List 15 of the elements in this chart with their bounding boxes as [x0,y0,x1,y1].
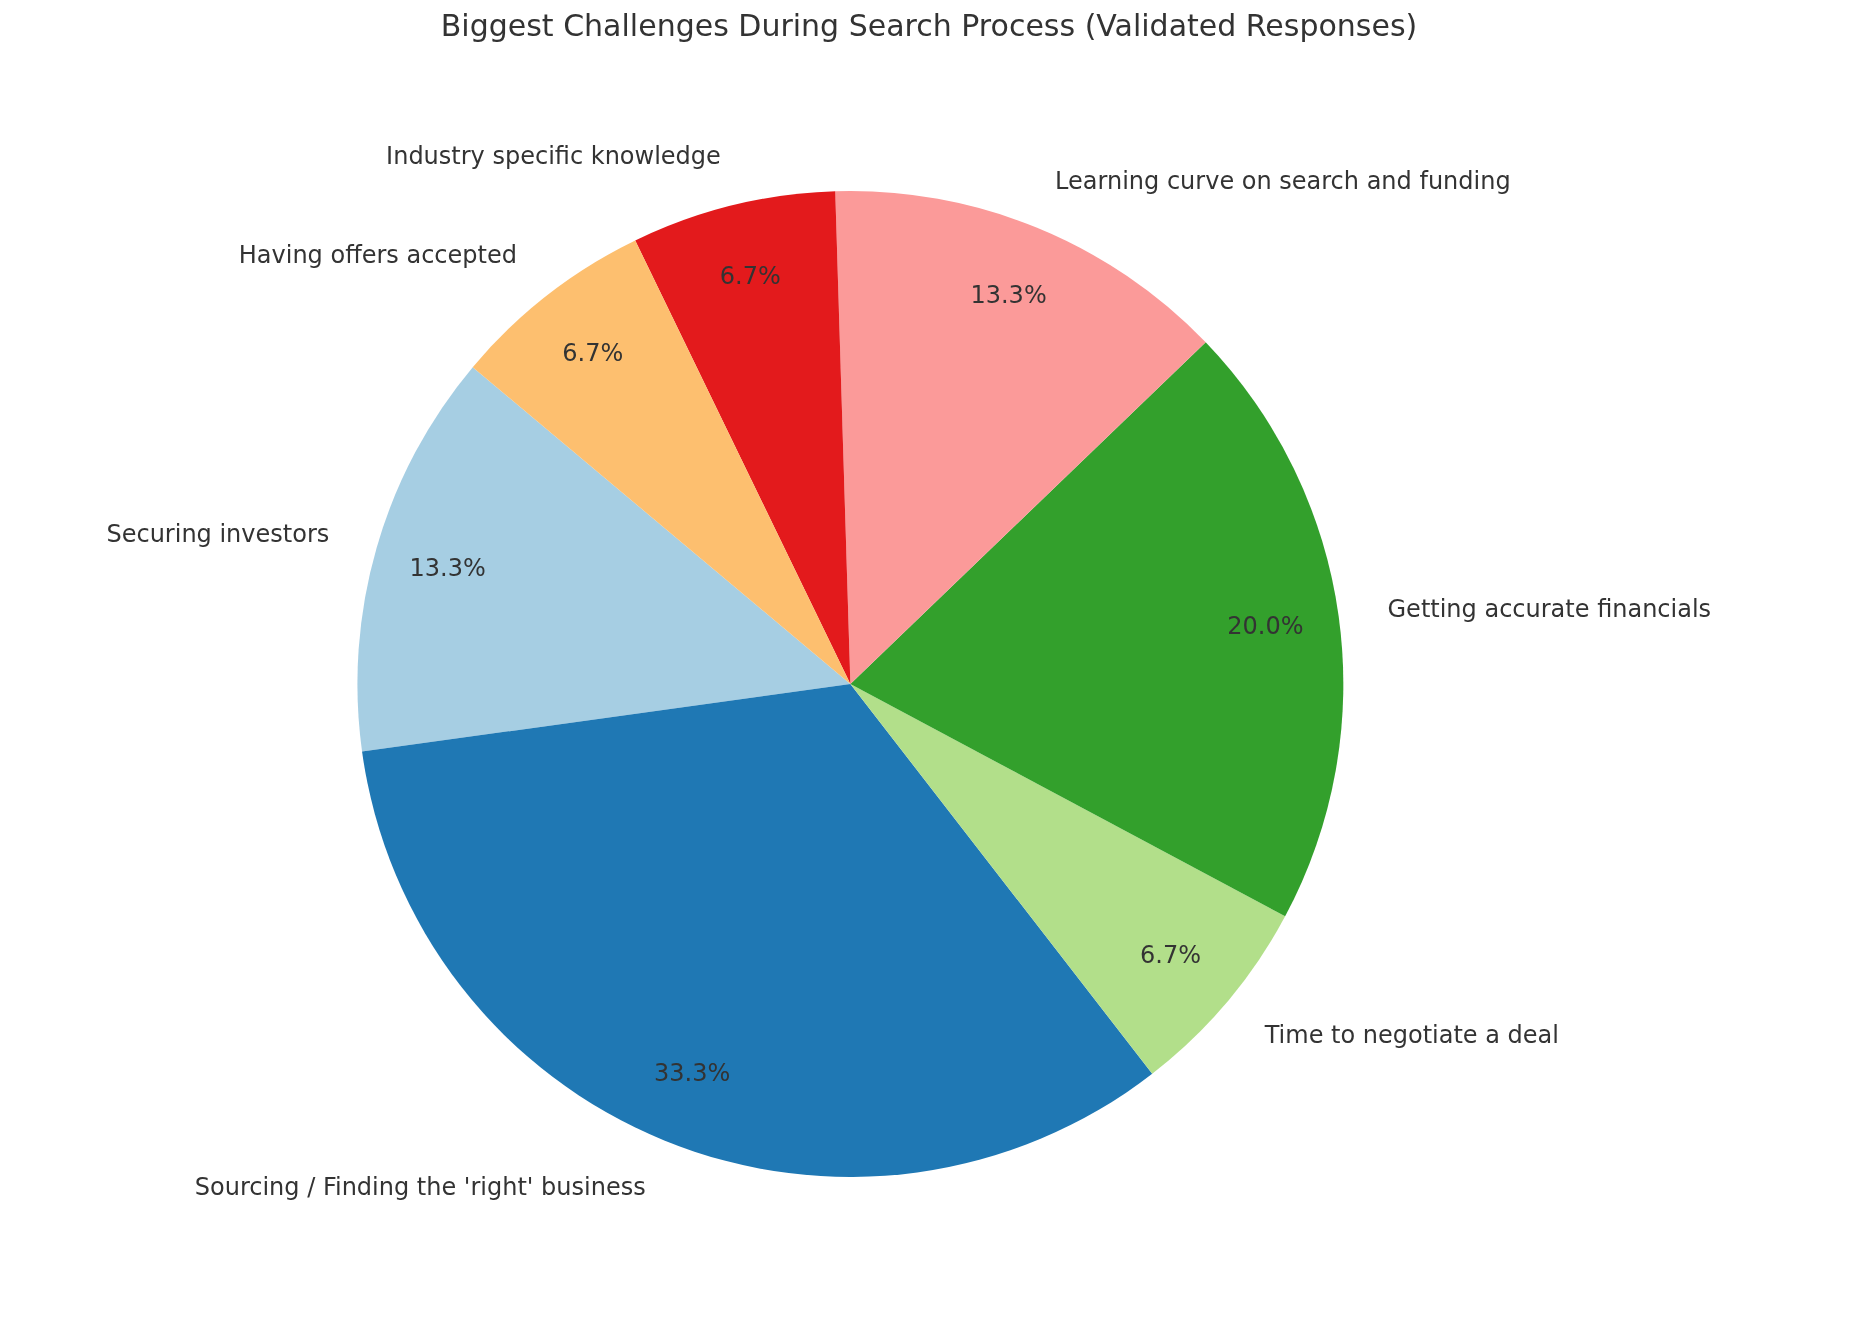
data-label: 6.7% [719,262,781,291]
slice-label: Securing investors [106,519,330,548]
data-label: 33.3% [654,1058,731,1087]
data-label: 6.7% [1140,941,1202,970]
data-label: 13.3% [970,281,1047,310]
slice-label: Having offers accepted [238,241,517,270]
slice-label: Learning curve on search and funding [1055,166,1511,195]
data-label: 20.0% [1227,612,1304,641]
data-label: 13.3% [409,553,486,582]
slice-label: Sourcing / Finding the 'right' business [194,1173,646,1202]
chart-title: Biggest Challenges During Search Process (Validated Responses) [440,7,1418,43]
data-label: 6.7% [562,338,624,367]
slice-label: Industry specific knowledge [386,142,721,171]
slice-label: Getting accurate financials [1387,595,1712,624]
slice-label: Time to negotiate a deal [1263,1020,1559,1049]
